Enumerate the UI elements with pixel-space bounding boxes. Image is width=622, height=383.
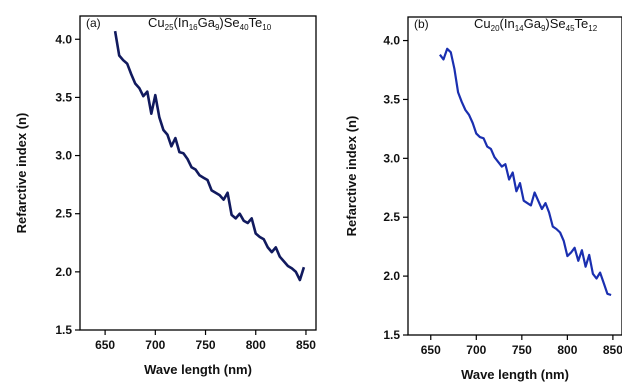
x-tick-label: 850 [603,343,622,357]
y-tick-label: 4.0 [383,34,400,48]
x-tick-label: 650 [421,343,441,357]
y-tick-label: 1.5 [55,323,72,337]
chart-panel-b: 650 700 750 800 850 1.5 2.0 2.5 3.0 3.5 4.0 (b) Cu… [344,16,622,382]
chart-panel-a: 650 700 750 800 850 1.5 2.0 2.5 3.0 3.5 4.0 (a) Cu… [14,15,317,377]
axis-ticks: 650 700 750 800 850 1.5 2.0 2.5 3.0 3.5 4.0 [383,34,622,357]
y-axis-label: Refarctive index (n) [14,113,29,234]
x-tick-label: 650 [95,338,115,352]
y-tick-label: 4.0 [55,32,72,46]
y-tick-label: 3.0 [383,151,400,165]
y-tick-label: 3.5 [55,90,72,104]
x-tick-label: 800 [246,338,266,352]
refractive-index-line-a [113,30,306,282]
panel-label: (a) [86,16,101,30]
y-tick-label: 3.0 [55,149,72,163]
x-tick-label: 750 [196,338,216,352]
plot-frame [79,15,317,331]
x-tick-label: 700 [466,343,486,357]
x-tick-label: 750 [512,343,532,357]
y-tick-label: 2.5 [55,207,72,221]
x-axis-label: Wave length (nm) [461,367,569,382]
plot-frame [407,16,622,336]
x-tick-label: 700 [145,338,165,352]
x-axis-label: Wave length (nm) [144,362,252,377]
axis-ticks: 650 700 750 800 850 1.5 2.0 2.5 3.0 3.5 4.0 [55,32,316,352]
y-tick-label: 3.5 [383,92,400,106]
y-tick-label: 2.5 [383,210,400,224]
y-tick-label: 1.5 [383,328,400,342]
x-tick-label: 850 [296,338,316,352]
y-tick-label: 2.0 [383,269,400,283]
chart-title-formula: Cu25(In16Ga9)Se40Te10 [148,15,272,32]
y-tick-label: 2.0 [55,265,72,279]
refractive-index-line-b [439,47,612,297]
x-tick-label: 800 [557,343,577,357]
chart-title-formula: Cu20(In14Ga9)Se45Te12 [474,16,598,33]
y-axis-label: Refarctive index (n) [344,116,359,237]
panel-label: (b) [414,17,429,31]
